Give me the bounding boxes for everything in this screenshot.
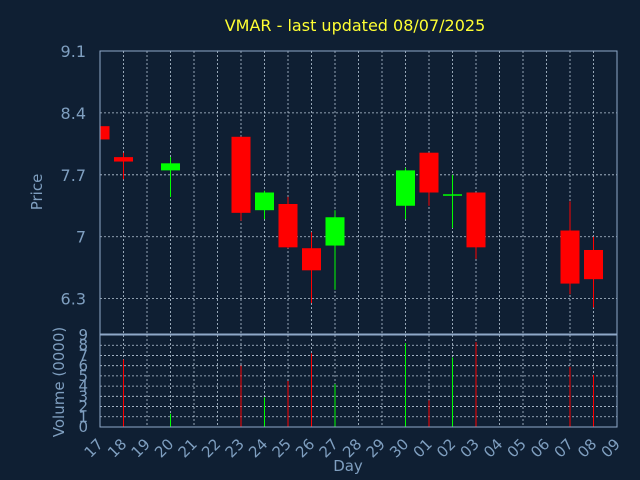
day-tick-label: 04	[480, 435, 506, 461]
candle-body	[396, 170, 415, 206]
candle-body	[302, 248, 321, 271]
candle-body	[560, 230, 580, 284]
day-tick-label: 09	[598, 435, 624, 461]
candles	[99, 126, 603, 308]
price-panel-frame	[99, 50, 618, 335]
day-tick-label: 26	[292, 435, 318, 461]
candle-body	[278, 203, 298, 248]
candle-body	[325, 217, 345, 246]
volume-tick-label: 1	[78, 408, 88, 426]
price-tick-label: 9.1	[61, 42, 86, 61]
volume-tick-label: 2	[78, 398, 88, 416]
candle-body	[584, 249, 603, 280]
day-axis-label: Day	[333, 457, 363, 475]
candle-body	[443, 194, 462, 196]
day-tick-label: 06	[527, 435, 553, 461]
price-tick-label: 6.3	[61, 290, 86, 309]
day-tick-label: 22	[198, 435, 224, 461]
price-axis-ticks: 9.1 8.4 7.7 7 6.3	[61, 42, 86, 309]
day-tick-label: 07	[551, 435, 577, 461]
day-tick-label: 19	[128, 435, 154, 461]
candle-body	[419, 152, 439, 193]
candle-body	[255, 192, 274, 211]
volume-bars	[123, 342, 594, 427]
price-tick-label: 7.7	[61, 166, 86, 185]
day-tick-label: 18	[104, 435, 130, 461]
volume-tick-label: 5	[78, 367, 88, 385]
candle-body	[231, 136, 251, 213]
volume-tick-label: 0	[78, 418, 88, 436]
volume-panel-frame	[99, 334, 618, 428]
day-tick-label: 02	[433, 435, 459, 461]
day-tick-label: 29	[363, 435, 389, 461]
day-tick-label: 01	[410, 435, 436, 461]
candle-body	[114, 157, 133, 162]
candle-body	[161, 163, 180, 171]
chart-title: VMAR - last updated 08/07/2025	[225, 16, 486, 35]
candle-body	[466, 192, 486, 248]
volume-tick-label: 9	[78, 326, 88, 344]
candle-body	[100, 126, 110, 140]
price-tick-label: 8.4	[61, 104, 86, 123]
day-tick-label: 30	[386, 435, 412, 461]
day-tick-label: 20	[151, 435, 177, 461]
price-axis-label: Price	[28, 174, 46, 211]
day-tick-label: 25	[269, 435, 295, 461]
volume-tick-label: 4	[78, 377, 88, 395]
day-tick-label: 23	[222, 435, 248, 461]
volume-tick-label: 7	[78, 346, 88, 364]
day-tick-label: 03	[457, 435, 483, 461]
grid-lines	[100, 51, 617, 427]
volume-tick-label: 3	[78, 387, 88, 405]
price-tick-label: 7	[76, 228, 86, 247]
volume-tick-label: 6	[78, 357, 88, 375]
day-tick-label: 08	[574, 435, 600, 461]
day-tick-label: 21	[175, 435, 201, 461]
day-tick-label: 24	[245, 435, 271, 461]
volume-tick-label: 8	[78, 336, 88, 354]
day-tick-label: 17	[81, 435, 107, 461]
day-tick-label: 05	[504, 435, 530, 461]
volume-axis-label: Volume (0000)	[50, 327, 68, 437]
